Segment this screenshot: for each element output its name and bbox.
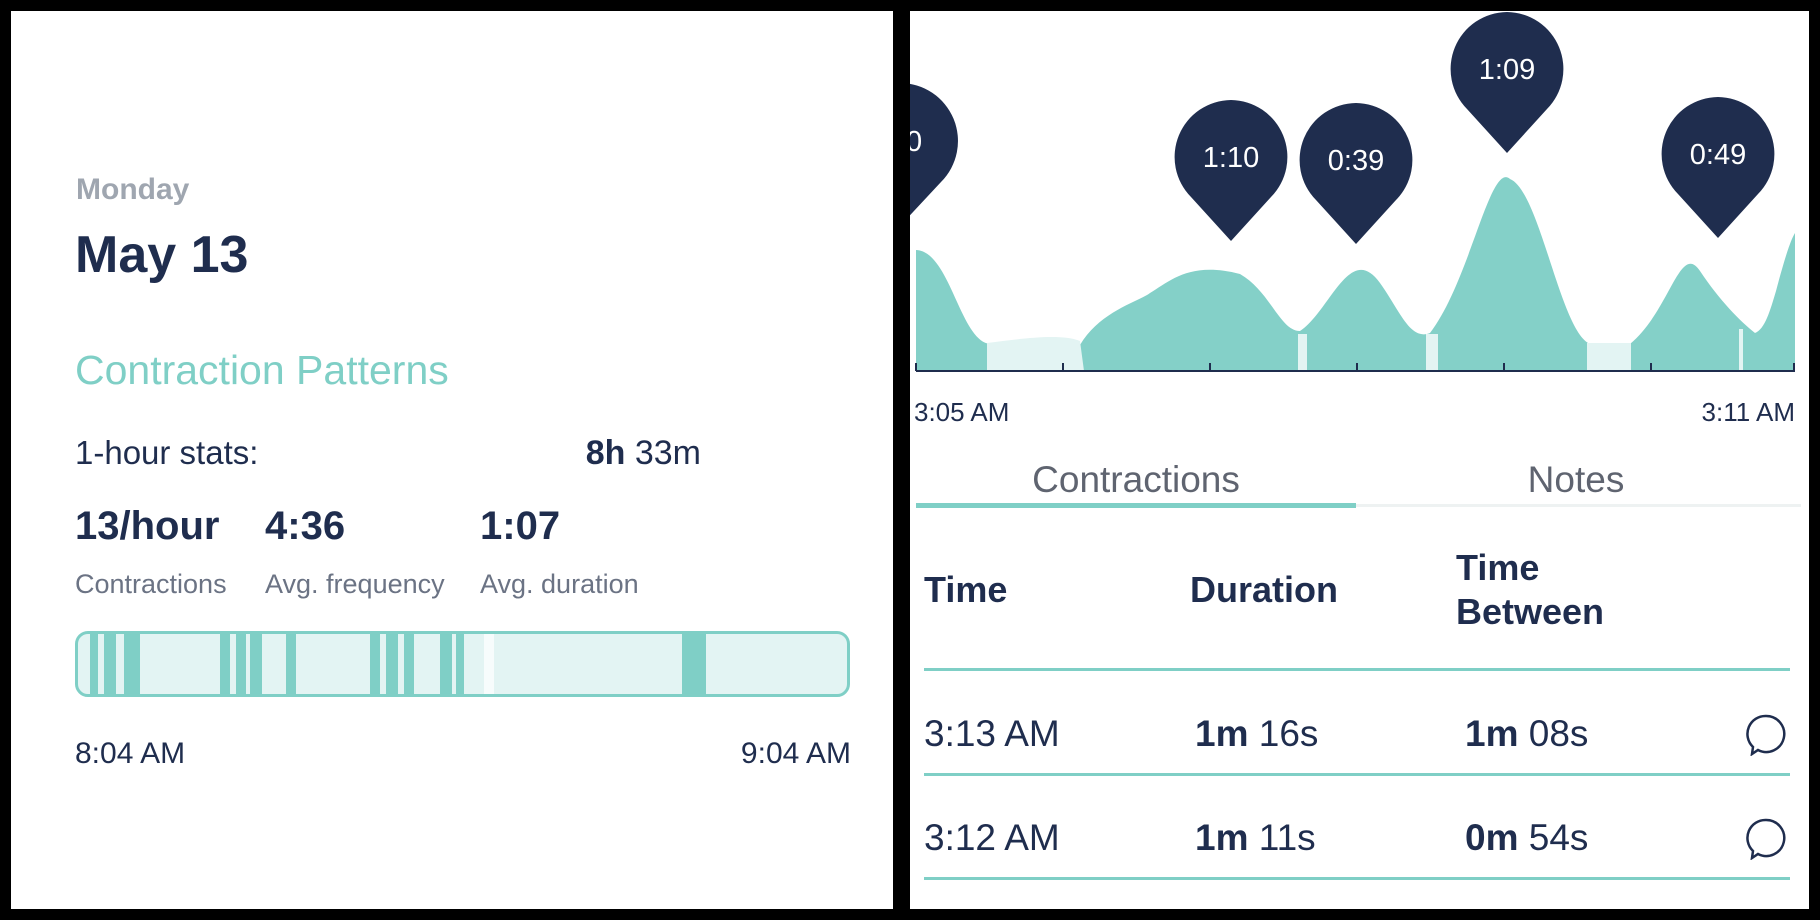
- row-between-seconds: 08s: [1528, 713, 1589, 754]
- contraction-timeline-bar: [75, 631, 850, 697]
- timeline-segment: [90, 634, 98, 694]
- timeline-segment: [104, 634, 116, 694]
- row-duration-seconds: 16s: [1258, 713, 1319, 754]
- stat-contractions-value: 13/hour: [75, 504, 220, 548]
- tab-contractions[interactable]: Contractions: [1032, 459, 1240, 500]
- axis-end-time: 3:11 AM: [1701, 397, 1795, 427]
- duration-marker-label: 0:39: [1328, 145, 1384, 177]
- row-between-minutes: 0m: [1465, 817, 1519, 858]
- timeline-segment: [220, 634, 230, 694]
- column-header-between-line2: Between: [1456, 591, 1605, 632]
- timeline-gap: [484, 634, 494, 694]
- elapsed-time: 8h 33m: [586, 434, 701, 473]
- tab-notes[interactable]: Notes: [1527, 459, 1625, 500]
- contraction-wave-chart[interactable]: 00 1:10 0:39 1:09 0:49: [910, 11, 1809, 391]
- row-duration-minutes: 1m: [1195, 817, 1249, 858]
- timeline-segment: [286, 634, 296, 694]
- column-header-between-line1: Time: [1456, 547, 1540, 588]
- stat-frequency-value: 4:36: [265, 504, 346, 548]
- duration-marker-label: 1:09: [1479, 54, 1535, 86]
- row-time-between: 0m 54s: [1465, 817, 1588, 859]
- timeline-segment: [404, 634, 414, 694]
- timeline-segment: [456, 634, 464, 694]
- row-duration-minutes: 1m: [1195, 713, 1249, 754]
- duration-marker[interactable]: 00: [910, 83, 958, 226]
- timeline-segment: [236, 634, 246, 694]
- duration-marker-label: 00: [910, 126, 922, 158]
- range-start-time: 8:04 AM: [75, 737, 186, 770]
- add-note-icon[interactable]: [1744, 712, 1788, 756]
- row-duration: 1m 11s: [1195, 817, 1316, 859]
- tab-active-indicator: [916, 503, 1356, 508]
- timeline-segment: [440, 634, 452, 694]
- timeline-segment: [124, 634, 140, 694]
- row-between-seconds: 54s: [1528, 817, 1589, 858]
- table-divider: [924, 668, 1790, 671]
- row-duration-seconds: 11s: [1258, 817, 1316, 858]
- page-title-date: May 13: [75, 226, 249, 284]
- wave-gap: [1298, 334, 1307, 371]
- row-time-between: 1m 08s: [1465, 713, 1588, 755]
- stat-duration-label: Avg. duration: [480, 569, 639, 599]
- table-divider: [924, 773, 1790, 776]
- contraction-detail-panel: 00 1:10 0:39 1:09 0:49 3:05 AM 3:11 AM C…: [910, 11, 1809, 909]
- duration-marker[interactable]: 0:49: [1661, 97, 1775, 238]
- stat-contractions-label: Contractions: [75, 569, 227, 599]
- row-time: 3:13 AM: [924, 713, 1060, 754]
- duration-marker[interactable]: 0:39: [1299, 103, 1413, 244]
- elapsed-minutes: 33m: [634, 434, 701, 472]
- wave-gap: [1426, 334, 1438, 371]
- stat-duration-value: 1:07: [480, 504, 561, 548]
- wave-low-section: [1587, 343, 1631, 371]
- wave-gap: [1739, 329, 1743, 371]
- row-between-minutes: 1m: [1465, 713, 1519, 754]
- duration-marker-label: 0:49: [1690, 139, 1746, 171]
- duration-marker[interactable]: 1:09: [1450, 12, 1564, 153]
- column-header-duration: Duration: [1190, 569, 1338, 610]
- elapsed-hours: 8h: [585, 434, 626, 472]
- stats-label: 1-hour stats:: [75, 434, 259, 471]
- day-of-week: Monday: [76, 173, 190, 206]
- duration-marker-label: 1:10: [1203, 142, 1259, 174]
- duration-marker[interactable]: 1:10: [1174, 100, 1288, 241]
- timeline-segment: [250, 634, 262, 694]
- row-time: 3:12 AM: [924, 817, 1060, 858]
- row-duration: 1m 16s: [1195, 713, 1318, 755]
- stat-frequency-label: Avg. frequency: [265, 569, 445, 599]
- column-header-time: Time: [924, 569, 1008, 610]
- timeline-segment: [370, 634, 380, 694]
- timeline-segment: [386, 634, 398, 694]
- section-title: Contraction Patterns: [75, 347, 449, 393]
- add-note-icon[interactable]: [1744, 816, 1788, 860]
- contraction-wave: [916, 177, 1795, 371]
- wave-low-section: [987, 337, 1084, 371]
- table-divider: [924, 877, 1790, 880]
- day-summary-panel: Monday May 13 Contraction Patterns 1-hou…: [11, 11, 893, 909]
- timeline-segment: [682, 634, 706, 694]
- tab-underline-track: [916, 504, 1801, 507]
- axis-start-time: 3:05 AM: [914, 397, 1010, 427]
- range-end-time: 9:04 AM: [740, 737, 851, 770]
